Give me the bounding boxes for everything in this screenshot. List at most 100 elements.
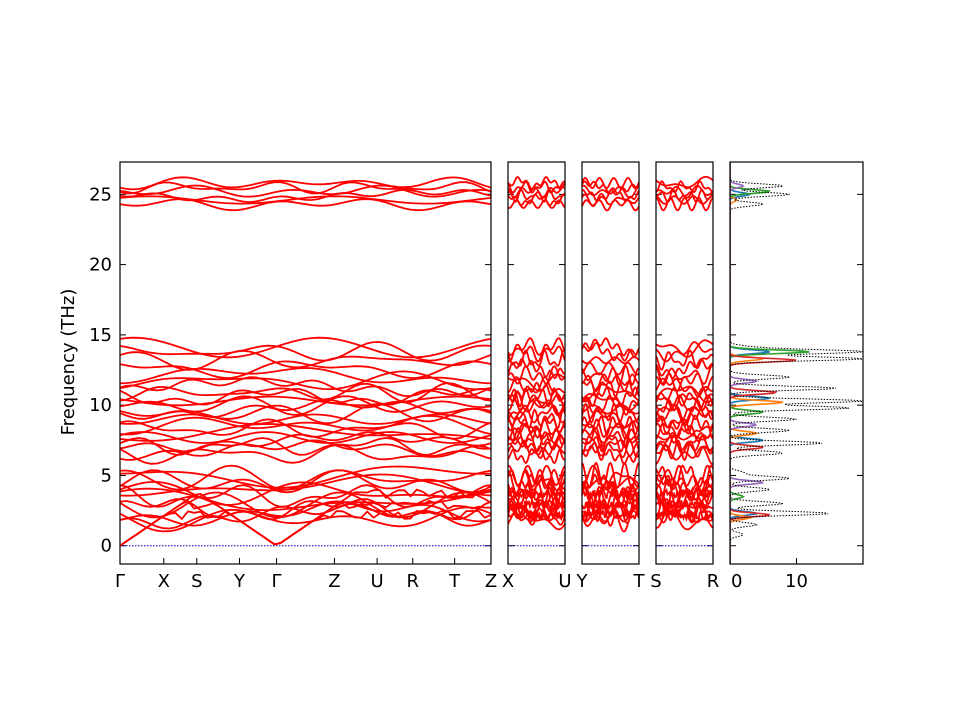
band-line — [656, 385, 713, 404]
band-line — [582, 341, 639, 362]
band-line — [120, 431, 491, 444]
band-line — [582, 364, 639, 387]
dos-x-tick-label: 10 — [785, 571, 808, 592]
y-tick-label: 25 — [89, 184, 112, 205]
band-line — [582, 193, 639, 208]
band-line — [582, 184, 639, 199]
band-line — [120, 464, 491, 491]
y-tick-label: 10 — [89, 395, 112, 416]
band-line — [508, 175, 565, 191]
band-line — [508, 180, 565, 194]
band-line — [508, 469, 565, 488]
band-line — [656, 341, 713, 363]
band-line — [120, 360, 491, 379]
y-tick-label: 20 — [89, 255, 112, 276]
band-line — [508, 188, 565, 203]
band-line — [582, 402, 639, 424]
band-line — [120, 413, 491, 425]
band-line — [656, 175, 713, 188]
band-line — [656, 503, 713, 529]
band-line — [508, 394, 565, 415]
band-line — [656, 197, 713, 212]
band-line — [582, 361, 639, 376]
band-line — [508, 399, 565, 420]
band-line — [508, 365, 565, 385]
band-line — [582, 383, 639, 403]
panel-frame — [119, 161, 492, 565]
band-line — [656, 195, 713, 205]
band-line — [656, 184, 713, 199]
band-line — [120, 184, 491, 198]
band-line — [656, 414, 713, 436]
band-line — [508, 343, 565, 363]
band-line — [120, 382, 491, 404]
band-line — [656, 439, 713, 462]
band-line — [582, 386, 639, 408]
dos-total-curve — [730, 162, 863, 564]
band-line — [508, 418, 565, 440]
band-line — [656, 358, 713, 380]
band-line — [582, 418, 639, 440]
y-axis-label: Frequency (THz) — [58, 289, 79, 436]
y-tick-label: 5 — [101, 465, 112, 486]
dos-curves — [730, 162, 863, 564]
dos-panel: 0 10 — [729, 161, 864, 592]
band-line — [120, 506, 491, 533]
band-line — [120, 487, 491, 511]
band-line — [120, 469, 491, 494]
band-lines — [120, 176, 491, 547]
band-line — [120, 418, 491, 440]
band-line — [120, 395, 491, 407]
x-tick-label: X — [502, 571, 514, 592]
x-tick-label: Γ — [115, 571, 125, 592]
dos-projection-curve — [730, 162, 784, 564]
band-line — [508, 376, 565, 394]
band-line — [656, 434, 713, 441]
band-line — [120, 176, 491, 191]
band-line — [508, 506, 565, 531]
band-line — [508, 464, 565, 486]
x-tick-label: Z — [328, 571, 340, 592]
x-tick-label: S — [650, 571, 661, 592]
x-tick-label: S — [191, 571, 202, 592]
band-line — [120, 500, 491, 527]
band-line — [656, 349, 713, 371]
band-line — [120, 439, 491, 461]
panel-frame — [581, 161, 640, 565]
band-line — [120, 484, 491, 508]
x-tick-label: U — [371, 571, 384, 592]
band-line — [582, 356, 639, 365]
band-line — [582, 464, 639, 491]
panel-frame — [507, 161, 566, 565]
y-tick-label: 0 — [101, 536, 112, 557]
band-line — [656, 489, 713, 514]
band-lines — [582, 177, 639, 547]
band-line — [582, 177, 639, 190]
x-tick-label: U — [558, 571, 571, 592]
band-lines — [508, 175, 565, 547]
band-line — [120, 465, 491, 489]
band-line — [120, 181, 491, 195]
band-line — [508, 373, 565, 392]
band-line — [120, 376, 491, 397]
band-line — [582, 337, 639, 358]
band-line — [120, 367, 491, 385]
band-line — [120, 195, 491, 205]
band-line — [582, 415, 639, 436]
x-tick-label: R — [707, 571, 720, 592]
dos-projection-curve — [730, 162, 810, 564]
x-tick-label: X — [158, 571, 170, 592]
x-tick-label: T — [448, 571, 461, 592]
x-tick-label: R — [406, 571, 419, 592]
band-line — [656, 403, 713, 425]
band-line — [656, 339, 713, 358]
band-line — [120, 341, 491, 362]
panel-frame — [655, 161, 714, 565]
band-line — [656, 464, 713, 487]
band-lines — [656, 175, 713, 547]
x-tick-label: Y — [576, 571, 589, 592]
